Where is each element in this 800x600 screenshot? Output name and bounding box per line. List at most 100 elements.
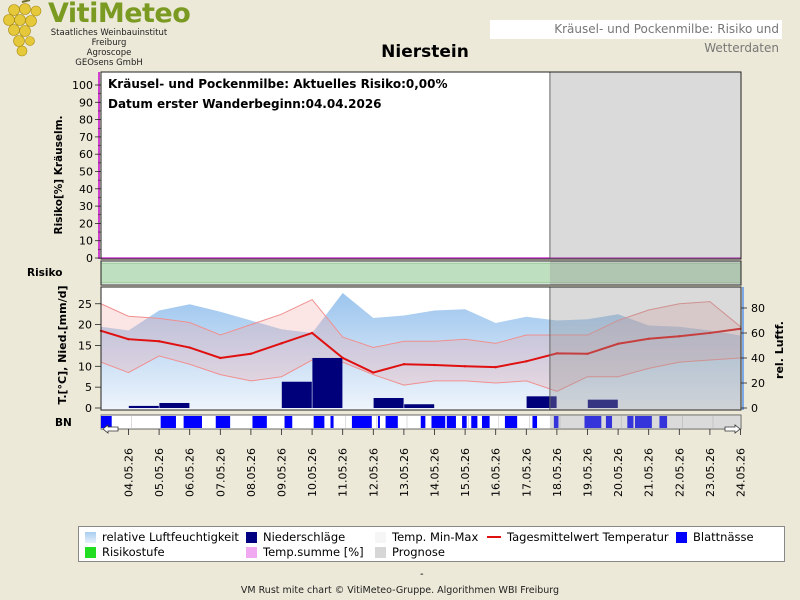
leaf-wetness-segment [101,416,112,428]
x-tick-label: 08.05.26 [245,448,258,497]
risk-y-tick-label: 100 [72,79,93,92]
weather-y-tick-label: 5 [85,381,92,394]
mean-temperature-point [219,356,222,360]
weather-y-tick-label: 0 [85,402,92,415]
chart-title: Nierstein [381,42,469,62]
leaf-wetness-segment [351,416,372,428]
leaf-wetness-segment [385,416,398,428]
x-tick-label: 13.05.26 [398,448,411,497]
legend-label: Prognose [392,545,445,559]
risk-band-label: Risiko [27,267,62,279]
x-tick-label: 10.05.26 [306,448,319,497]
leaf-wetness-segment [215,416,231,428]
scroll-left-icon[interactable] [102,424,119,434]
leaf-wetness-segment [330,416,334,428]
precipitation-bar [404,404,435,408]
risk-y-tick-label: 0 [86,252,93,265]
leaf-wetness-segment [183,416,202,428]
scroll-right-icon[interactable] [724,424,741,434]
risk-y-axis-title: Risiko[%] Kräuselm. [53,116,65,235]
legend-label: Tagesmittelwert Temperatur [507,530,669,544]
humidity-y-tick-label: 40 [751,352,765,365]
logo-title: VitiMeteo [48,0,191,29]
x-tick-label: 11.05.26 [337,448,350,497]
leaf-wetness-segment [313,416,325,428]
mean-temperature-point [188,346,191,349]
x-tick-label: 15.05.26 [459,448,472,497]
logo-subtitle: Staatliches Weinbauinstitut Freiburg Agr… [36,28,182,68]
risk-y-tick-label: 80 [79,114,93,127]
leaf-wetness-segment [462,416,467,428]
legend-swatch [85,547,96,558]
chart-axes-layer: 0 10 20 30 40 50 60 70 80 90 100 0 5 10 15 20 25 0 20 40 60 8… [72,71,765,497]
risk-y-tick-label: 60 [79,148,93,161]
x-tick-label: 23.05.26 [704,448,717,497]
humidity-y-tick-label: 0 [751,402,758,415]
mean-temperature-point [157,340,161,343]
legend-label: relative Luftfeuchtigkeit [102,530,239,544]
x-tick-label: 06.05.26 [184,448,197,497]
legend-label: Temp.summe [%] [263,545,364,559]
precipitation-bar [128,405,159,408]
temp-min-line [100,355,741,392]
mean-temperature-point [678,335,681,338]
precipitation-bar [373,397,404,408]
temp-minmax-band [101,299,741,392]
risk-y-tick-label: 30 [79,200,93,213]
leaf-wetness-segment [284,416,293,428]
risk-panel-background [101,72,741,259]
weather-y-tick-label: 25 [78,298,92,311]
x-tick-label: 19.05.26 [582,448,595,497]
forecast-overlay [549,261,741,285]
mean-temperature-point [372,371,375,374]
precipitation-bar [526,396,557,408]
x-tick-label: 05.05.26 [153,448,166,497]
wanderbeginn-annotation: Datum erster Wanderbeginn:04.04.2026 [108,97,382,111]
x-tick-label: 04.05.26 [123,448,136,497]
mean-temperature-point [525,360,528,363]
weather-y2-axis-title: rel. Luftf. [773,321,786,379]
mean-temperature-point [708,331,712,335]
footer-credit: VM Rust mite chart © VitiMeteo-Gruppe. A… [240,585,560,596]
mean-temperature-point [310,331,314,335]
temp-max-line [100,298,741,349]
mean-temperature-point [249,352,253,355]
mean-temperature-point [402,363,406,366]
leaf-wetness-segment [553,416,559,428]
mean-temperature-point [647,337,650,340]
leaf-wetness-segment [504,416,518,428]
leaf-wetness-segment [627,416,634,428]
weather-y-tick-label: 10 [78,360,92,373]
x-tick-label: 09.05.26 [276,448,289,497]
x-tick-label: 07.05.26 [214,448,227,497]
legend-swatch [487,536,501,538]
mean-temperature-point [127,337,130,341]
x-tick-label: 20.05.26 [612,448,625,497]
logo-line: Agroscope [86,48,132,58]
weather-y-axis-title: T.[°C], Nied.[mm/d] [56,285,69,404]
x-tick-label: 12.05.26 [367,448,380,497]
legend-swatch [246,532,257,543]
leaf-wetness-label: BN [55,417,72,429]
risk-y-tick-label: 40 [79,183,93,196]
mean-temperature-line [100,327,741,374]
legend-label: Blattnässe [693,530,754,544]
precipitation-bar [281,381,312,408]
leaf-wetness-segment [252,416,267,428]
x-tick-label: 16.05.26 [490,448,503,497]
risk-y-tick-label: 90 [79,96,93,109]
humidity-y-tick-label: 60 [751,327,765,340]
precipitation-bar [587,399,618,408]
leaf-wetness-segment [446,416,456,428]
risk-y-tick-label: 70 [79,131,93,144]
risk-y-tick-label: 10 [79,235,93,248]
mean-temperature-point [616,342,620,345]
leaf-wetness-segment [471,416,478,428]
forecast-overlay [549,287,741,410]
weather-y-tick-label: 20 [78,319,92,332]
leaf-wetness-segment [532,416,538,428]
leaf-wetness-segment [659,416,668,428]
legend-swatch [676,532,687,543]
legend-swatch [375,547,386,558]
